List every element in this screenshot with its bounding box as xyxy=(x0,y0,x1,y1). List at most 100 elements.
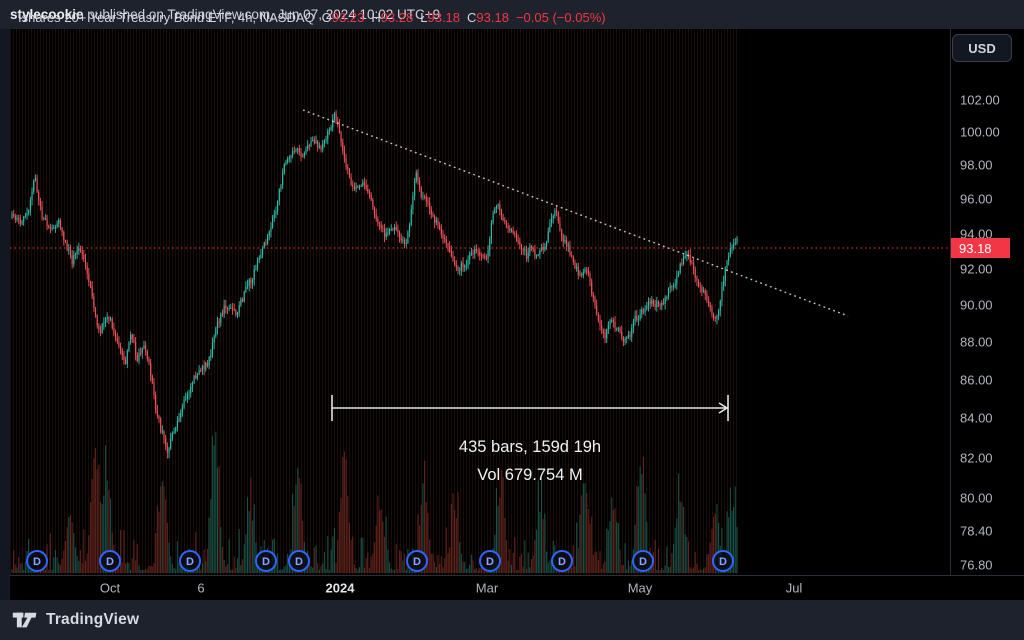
volume-bar xyxy=(285,564,287,573)
tradingview-wordmark[interactable]: TradingView xyxy=(46,611,140,628)
volume-bar xyxy=(13,550,15,573)
volume-bar xyxy=(450,503,452,573)
volume-bar xyxy=(677,473,680,573)
volume-bar xyxy=(313,547,315,573)
time-tick-label: Oct xyxy=(99,580,121,596)
volume-bar xyxy=(582,483,584,573)
symbol-title: Ishares 20+ Year Treasury Bond ETF, 4h, … xyxy=(18,10,315,25)
dividend-marker[interactable] xyxy=(632,550,654,572)
chart-plot-area[interactable] xyxy=(10,29,950,575)
volume-bar xyxy=(96,469,98,573)
volume-bar xyxy=(669,566,671,573)
volume-bar xyxy=(335,562,337,573)
volume-bar xyxy=(345,459,347,573)
volume-bar xyxy=(79,549,82,573)
volume-bar xyxy=(654,539,656,573)
volume-bar xyxy=(387,549,389,573)
volume-bar xyxy=(126,562,128,573)
volume-bar xyxy=(572,545,574,573)
volume-bar xyxy=(430,553,432,573)
volume-bar xyxy=(609,521,611,573)
dividend-marker-letter: D xyxy=(558,556,566,568)
volume-bar xyxy=(584,483,586,573)
volume-bar xyxy=(664,565,666,573)
dividend-marker[interactable] xyxy=(26,550,48,572)
dividend-marker[interactable] xyxy=(99,550,121,572)
volume-bar xyxy=(225,566,227,573)
volume-bar xyxy=(233,556,235,573)
price-tick-label: 94.00 xyxy=(960,226,993,242)
volume-bar xyxy=(175,569,177,573)
volume-bar xyxy=(624,543,626,573)
volume-bar xyxy=(549,560,551,573)
volume-bar xyxy=(422,483,424,573)
volume-bar xyxy=(445,527,447,573)
volume-bar xyxy=(282,569,284,573)
volume-bar xyxy=(245,534,247,573)
volume-bar xyxy=(377,495,379,573)
volume-bar xyxy=(539,512,541,573)
volume-bar xyxy=(661,567,663,573)
volume-bar xyxy=(459,542,461,573)
price-axis[interactable]: 102.00 100.00 98.00 96.00 94.00 92.00 90.00 88.… xyxy=(950,29,1024,575)
volume-bar xyxy=(534,540,536,573)
volume-bar xyxy=(519,556,521,573)
dividend-marker[interactable] xyxy=(406,550,428,572)
volume-bar xyxy=(637,486,640,573)
volume-bar xyxy=(39,570,41,573)
volume-bar xyxy=(370,556,372,573)
volume-bar xyxy=(425,502,427,573)
volume-bar xyxy=(636,485,638,573)
dividend-marker[interactable] xyxy=(551,550,573,572)
dividend-marker[interactable] xyxy=(479,550,501,572)
volume-bar xyxy=(547,562,549,573)
volume-bar xyxy=(93,458,95,573)
volume-bar xyxy=(298,478,300,573)
volume-bar xyxy=(241,559,244,573)
volume-bar xyxy=(181,569,183,573)
volume-bar xyxy=(355,568,357,573)
volume-bar xyxy=(691,568,693,573)
volume-bar xyxy=(320,565,322,573)
volume-bar xyxy=(310,566,312,573)
dividend-marker[interactable] xyxy=(712,550,734,572)
volume-bar xyxy=(733,507,735,573)
volume-bar xyxy=(619,549,621,573)
volume-bar xyxy=(161,481,163,573)
volume-bar xyxy=(607,530,609,573)
volume-bar xyxy=(33,570,35,573)
volume-bar xyxy=(116,566,118,573)
last-price-label: 93.18 xyxy=(951,238,1010,258)
volume-bar xyxy=(74,547,77,573)
volume-bar xyxy=(118,568,120,573)
dividend-marker[interactable] xyxy=(179,550,201,572)
dividend-marker[interactable] xyxy=(255,550,277,572)
volume-bar xyxy=(681,502,683,573)
symbol-legend[interactable]: Ishares 20+ Year Treasury Bond ETF, 4h, … xyxy=(18,10,606,25)
volume-bar xyxy=(728,517,730,573)
volume-bar xyxy=(434,561,436,573)
dividend-marker-letter: D xyxy=(295,556,303,568)
volume-bar xyxy=(420,504,422,573)
volume-bar xyxy=(308,558,310,573)
volume-bar xyxy=(340,497,342,573)
volume-bar xyxy=(94,447,97,573)
time-tick-label: 6 xyxy=(197,580,205,596)
volume-bar xyxy=(250,477,252,573)
tradingview-logo-icon[interactable] xyxy=(12,609,38,631)
price-tick-label: 86.00 xyxy=(960,372,993,387)
volume-bar xyxy=(363,567,366,573)
volume-bar xyxy=(53,557,55,573)
time-axis[interactable]: Oct 6 2024 Mar May Jul xyxy=(10,575,1024,600)
volume-bar xyxy=(171,564,173,573)
volume-bar xyxy=(475,568,477,573)
volume-bar xyxy=(300,483,302,573)
volume-bar xyxy=(699,569,701,573)
dividend-marker[interactable] xyxy=(288,550,310,572)
volume-bar xyxy=(54,549,57,573)
ohlc-high: H93.28 xyxy=(371,10,414,25)
volume-bar xyxy=(278,570,280,573)
currency-button[interactable]: USD xyxy=(952,34,1012,62)
volume-bar xyxy=(662,569,665,573)
